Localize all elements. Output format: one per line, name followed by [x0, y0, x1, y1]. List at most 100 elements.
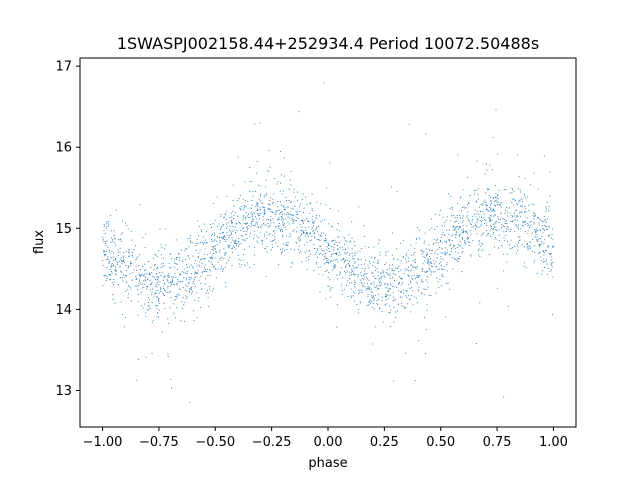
data-point: [313, 220, 315, 222]
data-point: [128, 255, 130, 258]
data-point: [109, 214, 111, 216]
data-point: [515, 225, 517, 227]
data-point: [523, 194, 526, 196]
data-point: [195, 245, 197, 247]
data-point: [313, 270, 315, 272]
data-point: [120, 260, 123, 262]
data-point: [213, 246, 215, 248]
data-point: [218, 223, 220, 225]
data-point: [387, 290, 390, 292]
data-point: [424, 288, 426, 291]
data-point: [390, 326, 392, 328]
data-point: [258, 227, 260, 229]
data-point: [331, 287, 333, 289]
data-point: [373, 298, 375, 300]
data-point: [188, 276, 190, 278]
data-point: [387, 274, 390, 276]
data-point: [436, 277, 438, 279]
data-point: [326, 258, 328, 260]
data-point: [137, 314, 139, 316]
data-point: [211, 234, 213, 236]
data-point: [286, 200, 288, 202]
data-point: [281, 228, 283, 230]
data-point: [535, 229, 537, 232]
data-point: [226, 231, 228, 233]
data-point: [403, 292, 405, 295]
data-point: [430, 294, 432, 297]
data-point: [328, 262, 330, 264]
data-point: [376, 302, 378, 305]
data-point: [324, 240, 326, 242]
data-point: [125, 270, 128, 272]
data-point: [509, 192, 511, 194]
data-point: [386, 273, 388, 275]
data-point: [158, 272, 160, 274]
data-point: [378, 308, 381, 310]
data-point: [541, 273, 543, 275]
data-point: [459, 197, 461, 199]
data-point: [479, 302, 481, 304]
data-point: [519, 199, 521, 201]
data-point: [221, 256, 223, 258]
data-point: [284, 209, 286, 211]
data-point: [371, 297, 373, 299]
data-point: [490, 225, 493, 228]
data-point: [364, 286, 366, 288]
data-point: [254, 225, 256, 227]
data-point: [191, 293, 193, 295]
data-point: [477, 219, 479, 221]
data-point: [470, 223, 472, 226]
data-point: [204, 248, 206, 250]
data-point: [416, 266, 418, 268]
data-point: [388, 267, 390, 269]
data-point: [380, 273, 382, 275]
data-point: [545, 259, 547, 261]
data-point: [321, 235, 323, 237]
data-point: [253, 234, 256, 236]
data-point: [464, 207, 466, 209]
data-point: [220, 213, 222, 216]
data-point: [495, 229, 497, 231]
data-point: [439, 209, 441, 211]
data-point: [251, 218, 253, 220]
data-point: [426, 270, 428, 272]
data-point: [347, 247, 349, 249]
data-point: [175, 239, 177, 241]
data-point: [505, 207, 508, 209]
data-point: [396, 310, 398, 312]
data-point: [113, 281, 115, 283]
data-point: [235, 248, 237, 250]
data-point: [295, 220, 297, 222]
data-point: [410, 254, 412, 256]
data-point: [501, 224, 503, 226]
data-point: [359, 289, 361, 291]
data-point: [515, 209, 517, 211]
data-point: [123, 261, 125, 263]
data-point: [501, 244, 503, 247]
data-point: [543, 224, 545, 226]
data-point: [242, 253, 244, 255]
data-point: [340, 259, 342, 261]
data-point: [430, 261, 432, 263]
data-point: [416, 267, 418, 270]
data-point: [202, 236, 204, 238]
data-point: [506, 240, 508, 242]
data-point: [459, 255, 461, 258]
data-point: [181, 301, 183, 303]
data-point: [211, 258, 214, 260]
data-point: [270, 220, 272, 222]
data-point: [495, 200, 497, 202]
data-point: [222, 268, 224, 271]
data-point: [360, 248, 362, 250]
data-point: [266, 251, 268, 253]
data-point: [360, 272, 362, 274]
data-point: [160, 254, 162, 256]
data-point: [503, 231, 505, 233]
data-point: [551, 262, 553, 264]
data-point: [494, 205, 496, 207]
data-point: [269, 226, 271, 228]
data-point: [203, 270, 205, 272]
data-point: [155, 296, 157, 298]
data-point: [245, 216, 247, 218]
data-point: [367, 286, 369, 288]
